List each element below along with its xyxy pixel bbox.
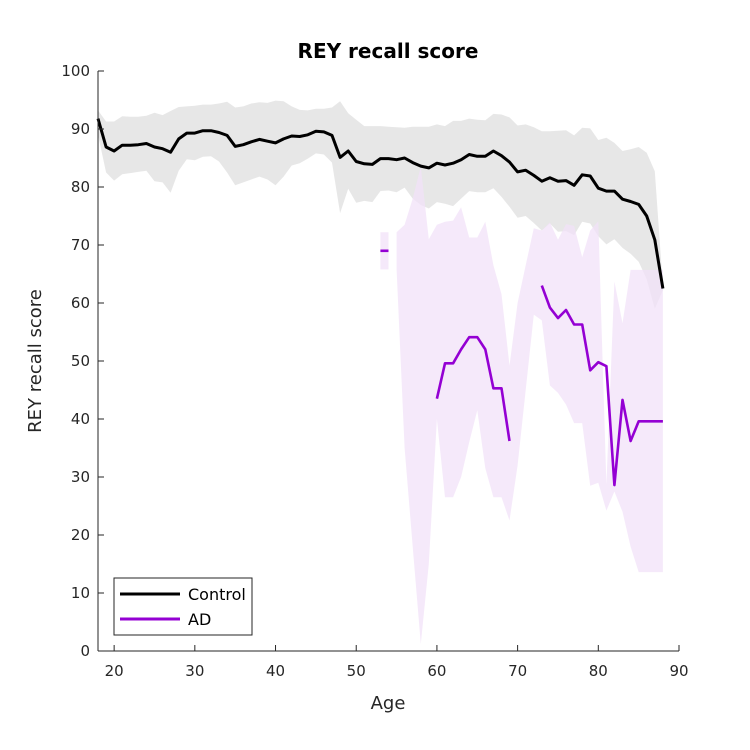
y-axis-label: REY recall score: [25, 289, 46, 433]
legend-label-control: Control: [188, 585, 246, 604]
x-tick-label-40: 40: [266, 662, 285, 680]
x-tick-label-50: 50: [347, 662, 366, 680]
y-tick-label-50: 50: [71, 352, 90, 370]
control-series-line-0-0: [96, 118, 665, 289]
ad-confidence-band-1: [396, 166, 663, 644]
x-tick-label-90: 90: [669, 662, 688, 680]
y-tick-label-90: 90: [71, 120, 90, 138]
y-tick-label-10: 10: [71, 584, 90, 602]
ad-series-line-1-0: [435, 335, 511, 442]
y-tick-label-20: 20: [71, 526, 90, 544]
chart-title: REY recall score: [298, 39, 479, 63]
y-tick-label-100: 100: [61, 62, 90, 80]
y-tick-label-70: 70: [71, 236, 90, 254]
legend: Control AD: [113, 577, 253, 636]
y-tick-label-60: 60: [71, 294, 90, 312]
x-axis-label: Age: [371, 693, 406, 714]
control-confidence-band-0: [98, 100, 663, 309]
ad-series-line-1-1: [540, 285, 663, 487]
x-tick-label-20: 20: [105, 662, 124, 680]
x-tick-label-30: 30: [185, 662, 204, 680]
x-tick-label-60: 60: [427, 662, 446, 680]
x-tick-label-70: 70: [508, 662, 527, 680]
y-tick-label-30: 30: [71, 468, 90, 486]
y-tick-label-40: 40: [71, 410, 90, 428]
y-tick-label-0: 0: [80, 642, 90, 660]
legend-box: [113, 577, 253, 636]
y-tick-label-80: 80: [71, 178, 90, 196]
x-tick-label-80: 80: [589, 662, 608, 680]
legend-label-ad: AD: [188, 610, 211, 629]
